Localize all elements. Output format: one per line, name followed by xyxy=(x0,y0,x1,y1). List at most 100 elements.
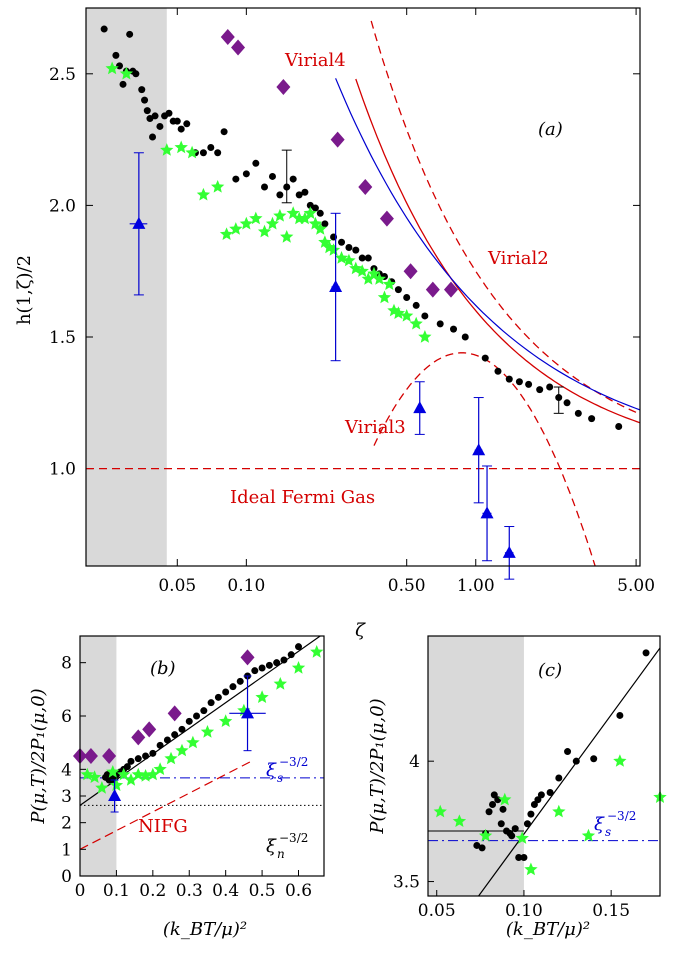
data-point-star xyxy=(257,224,272,238)
data-point-circle xyxy=(173,117,181,125)
plot-frame xyxy=(85,7,641,567)
data-point-star xyxy=(581,828,596,842)
data-point-circle xyxy=(338,238,346,246)
data-point-circle xyxy=(265,661,273,669)
data-point-circle xyxy=(185,717,193,725)
data-point-circle xyxy=(572,757,580,765)
x-tick-label: 0.2 xyxy=(139,881,166,901)
data-point-circle xyxy=(511,825,519,833)
data-point-star xyxy=(273,677,287,690)
data-point-diamond xyxy=(330,131,345,148)
data-point-star xyxy=(119,66,134,80)
panel-c: 0.05 0.10 0.15 3.5 4 (c) ξ s −3/2 P(μ,T)/2P₁(μ,0)… xyxy=(367,635,667,940)
x-tick-label: 0.5 xyxy=(249,881,276,901)
xi-s-label: ξ xyxy=(266,760,277,781)
data-point-star xyxy=(452,814,467,827)
data-point-triangle xyxy=(241,706,255,719)
data-point-circle xyxy=(116,62,124,70)
data-point-circle xyxy=(280,656,288,664)
data-point-circle xyxy=(163,736,171,744)
panel-label-b: (b) xyxy=(150,658,176,679)
data-point-star xyxy=(498,792,512,806)
data-point-circle xyxy=(574,409,582,417)
data-point-star xyxy=(255,690,269,703)
data-point-circle xyxy=(490,791,498,799)
data-point-circle xyxy=(515,853,523,861)
data-point-circle xyxy=(421,312,429,320)
data-point-circle xyxy=(494,796,502,804)
data-point-star xyxy=(229,222,243,235)
data-point-circle xyxy=(436,320,444,328)
xi-n-sub: n xyxy=(277,847,285,861)
y-tick-label: 1.5 xyxy=(49,328,76,348)
data-point-star xyxy=(322,240,336,254)
data-point-circle xyxy=(473,841,481,849)
data-point-circle xyxy=(394,286,402,294)
x-tick-label: 0 xyxy=(75,881,86,901)
x-tick-label: 0.10 xyxy=(505,901,543,921)
data-point-circle xyxy=(258,664,266,672)
data-point-circle xyxy=(119,80,127,88)
data-point-star xyxy=(367,266,381,280)
xi-n-label: ξ xyxy=(266,836,277,857)
data-point-circle xyxy=(478,844,486,852)
data-point-circle xyxy=(138,86,146,94)
data-point-star xyxy=(326,243,341,256)
x-axis-label-c: (k_BT/μ)² xyxy=(506,919,590,940)
data-point-circle xyxy=(412,301,420,309)
y-axis-label-c: P(μ,T)/2P₁(μ,0) xyxy=(367,698,388,834)
data-point-circle xyxy=(530,801,538,809)
data-point-triangle xyxy=(502,545,516,558)
data-point-star xyxy=(310,645,324,658)
y-tick-label: 0 xyxy=(61,867,72,887)
data-point-star xyxy=(313,222,327,235)
data-point-star xyxy=(524,862,538,876)
data-point-circle xyxy=(489,801,497,809)
data-point-circle xyxy=(555,774,563,782)
x-tick-label: 0.05 xyxy=(418,901,456,921)
data-point-diamond xyxy=(403,263,418,280)
virial3-label: Virial3 xyxy=(344,417,406,438)
data-point-star xyxy=(249,211,263,225)
data-point-circle xyxy=(537,791,545,799)
shaded-region xyxy=(428,636,524,896)
data-point-star xyxy=(131,767,145,781)
blue-fit-curve xyxy=(335,78,640,411)
fit-line xyxy=(478,647,660,896)
data-point-star xyxy=(400,309,414,322)
data-point-diamond xyxy=(240,649,255,666)
data-point-circle xyxy=(222,688,230,696)
panel-label-a: (a) xyxy=(538,119,563,140)
data-point-star xyxy=(174,140,188,154)
data-point-circle xyxy=(546,788,554,796)
data-point-triangle xyxy=(472,443,486,456)
data-point-circle xyxy=(494,367,502,375)
data-point-star xyxy=(87,770,102,783)
data-point-diamond xyxy=(220,28,235,45)
data-point-star xyxy=(138,769,153,782)
y-tick-label: 4 xyxy=(409,752,420,772)
data-point-diamond xyxy=(167,705,182,722)
data-point-circle xyxy=(321,220,329,228)
data-point-circle xyxy=(207,699,215,707)
data-point-star xyxy=(342,253,356,267)
data-point-star xyxy=(160,143,174,156)
data-point-star xyxy=(361,272,375,285)
plot-frame xyxy=(427,635,661,897)
data-point-triangle xyxy=(480,506,494,519)
data-point-triangle xyxy=(108,789,122,801)
data-point-diamond xyxy=(83,748,98,764)
data-point-circle xyxy=(132,70,140,78)
data-point-star xyxy=(185,145,199,159)
y-tick-label: 2.5 xyxy=(49,65,76,85)
data-point-diamond xyxy=(231,39,246,56)
data-point-circle xyxy=(199,149,207,157)
y-tick-label: 2 xyxy=(61,814,72,834)
virial4-curve xyxy=(355,78,640,424)
data-point-star xyxy=(418,330,432,343)
data-point-circle xyxy=(232,175,240,183)
data-point-diamond xyxy=(276,78,291,95)
data-point-circle xyxy=(616,711,624,719)
